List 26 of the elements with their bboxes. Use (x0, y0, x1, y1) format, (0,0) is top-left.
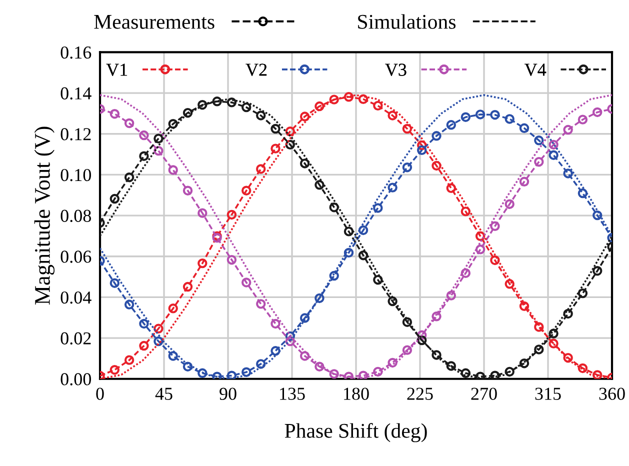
text: Measurements (94, 15, 214, 29)
legend-label: V2 (246, 64, 267, 76)
y-tick-label: 0.00 (60, 373, 91, 386)
y-tick-label: 0.02 (60, 332, 91, 345)
y-tick-label: 0.06 (60, 250, 92, 263)
y-tick-label: 0.14 (60, 87, 92, 100)
x-tick-label: 360 (599, 388, 625, 400)
y-tick-label: 0.04 (60, 291, 92, 304)
x-tick-label: 270 (471, 388, 497, 400)
y-tick-label: 0.10 (60, 168, 91, 182)
x-axis-title: Phase Shift (deg) (284, 423, 427, 442)
x-tick-label: 90 (220, 388, 236, 400)
legend-label: V3 (385, 64, 406, 76)
x-tick-label: 180 (344, 388, 369, 400)
y-axis-title: Magnitude Vout (V) (34, 126, 55, 305)
legend-label: V1 (106, 64, 128, 76)
text: Simulations (358, 14, 456, 29)
x-tick-label: 45 (155, 388, 172, 400)
y-tick-label: 0.16 (60, 46, 92, 59)
x-tick-label: 135 (280, 388, 305, 400)
x-tick-label: 315 (535, 388, 561, 400)
legend-label: V4 (524, 64, 546, 76)
y-tick-label: 0.08 (60, 210, 91, 222)
x-tick-label: 0 (96, 388, 104, 400)
y-tick-label: 0.12 (60, 128, 91, 140)
x-tick-label: 225 (407, 388, 433, 400)
